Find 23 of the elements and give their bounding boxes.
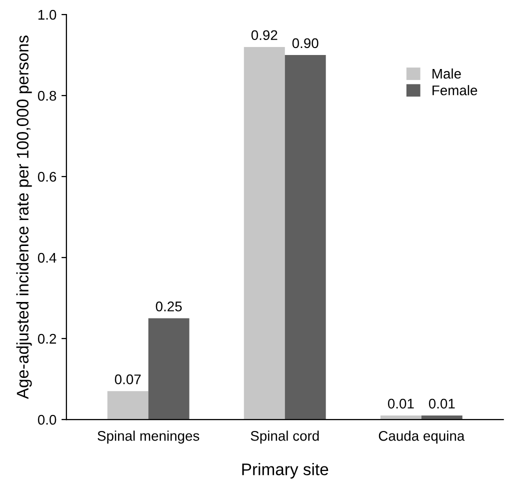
y-tick-label: 0.8 [38, 90, 56, 101]
bar [284, 55, 326, 420]
data-label: 0.25 [156, 302, 182, 312]
y-tick-label: 1.0 [38, 10, 56, 20]
data-label: 0.01 [428, 398, 455, 409]
bar [244, 46, 285, 420]
legend-label: Male [432, 68, 461, 79]
data-label: 0.90 [292, 38, 318, 48]
data-label: 0.01 [388, 398, 414, 409]
data-label: 0.07 [114, 374, 141, 384]
y-tick-label: 0.4 [38, 252, 56, 263]
y-tick-label: 0.6 [38, 172, 56, 182]
legend-label: Female [432, 85, 478, 96]
x-tick-label: Spinal cord [250, 430, 319, 444]
x-axis-title: Primary site [242, 463, 328, 479]
bar [107, 391, 148, 420]
y-tick-label: 0.2 [38, 334, 56, 344]
bar [148, 318, 190, 420]
y-axis-title: Age-adjusted incidence rate per 100,000 persons [16, 36, 32, 400]
x-tick-label: Spinal meninges [98, 430, 200, 444]
data-label: 0.92 [251, 30, 278, 40]
x-tick-label: Cauda equina [378, 430, 465, 444]
y-tick-label: 0.0 [38, 414, 56, 425]
